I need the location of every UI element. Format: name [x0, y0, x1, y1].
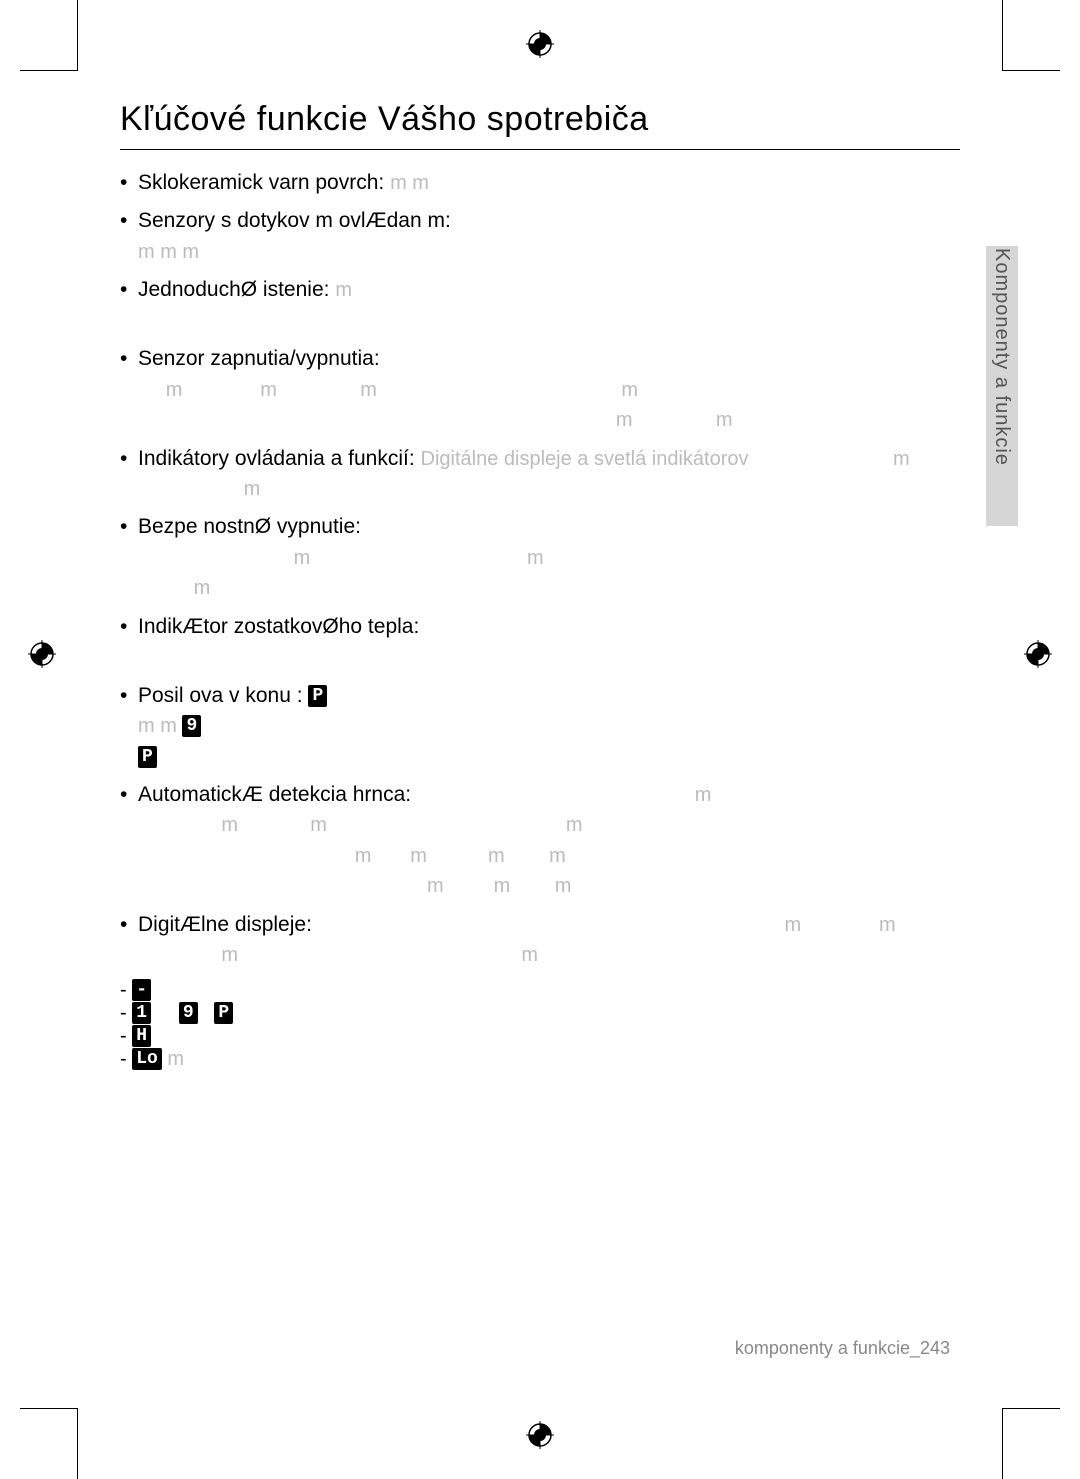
display-legend-list: - 1 9 P H Lo m [120, 979, 960, 1071]
feature-term: DigitÆlne displeje: [138, 913, 312, 936]
legend-item: H [120, 1025, 960, 1048]
power-boost-icon: P [214, 1002, 233, 1024]
level-9-icon: 9 [179, 1002, 198, 1024]
feature-desc: m m m m m m [138, 379, 733, 431]
level-1-icon: 1 [132, 1002, 151, 1024]
power-boost-icon: P [138, 746, 157, 768]
crop-mark [20, 70, 78, 71]
feature-item: IndikÆtor zostatkovØho tepla: [120, 612, 960, 673]
residual-heat-icon: H [132, 1025, 151, 1047]
feature-desc: m [335, 279, 352, 301]
crop-mark [1002, 0, 1003, 70]
legend-text: m [167, 1048, 184, 1070]
feature-item: Posil ova v konu : P m m 9 P [120, 681, 960, 772]
lock-icon: Lo [132, 1048, 162, 1070]
registration-mark-icon [526, 30, 554, 58]
feature-desc: m m [390, 172, 429, 194]
legend-item: 1 9 P [120, 1002, 960, 1025]
crop-mark [77, 1409, 78, 1479]
registration-mark-icon [1024, 640, 1052, 668]
feature-term: AutomatickÆ detekcia hrnca: [138, 783, 411, 806]
feature-term: Sklokeramick varn povrch: [138, 171, 384, 194]
feature-term: JednoduchØ istenie: [138, 278, 329, 301]
feature-item: JednoduchØ istenie: m [120, 275, 960, 336]
feature-item: Senzor zapnutia/vypnutia: m m m m [120, 344, 960, 435]
feature-term: Posil ova v konu : [138, 684, 303, 707]
feature-term: Senzor zapnutia/vypnutia: [138, 347, 380, 370]
legend-item: - [120, 979, 960, 1002]
feature-item: Senzory s dotykov m ovlÆdan m: m m m [120, 206, 960, 267]
feature-item: DigitÆlne displeje: m m m m [120, 910, 960, 971]
crop-mark [77, 0, 78, 70]
registration-mark-icon [28, 640, 56, 668]
page-title: Kľúčové funkcie Vášho spotrebiča [120, 100, 960, 139]
page-footer: komponenty a funkcie_243 [735, 1338, 950, 1359]
feature-item: Sklokeramick varn povrch: m m [120, 168, 960, 198]
feature-desc: m m m [138, 241, 199, 263]
dash-icon: - [132, 979, 151, 1001]
feature-desc: m m [138, 715, 182, 737]
crop-mark [20, 1408, 78, 1409]
feature-term: Bezpe nostnØ vypnutie: [138, 515, 361, 538]
crop-mark [1002, 70, 1060, 71]
feature-term: Senzory s dotykov m ovlÆdan m: [138, 209, 451, 232]
registration-mark-icon [526, 1421, 554, 1449]
crop-mark [1002, 1408, 1060, 1409]
feature-term: Indikátory ovládania a funkcií: [138, 447, 415, 470]
feature-item: Bezpe nostnØ vypnutie: m m m [120, 512, 960, 603]
level-9-icon: 9 [182, 715, 201, 737]
section-tab-label: Komponenty a funkcie [990, 248, 1013, 466]
feature-desc: m m m [138, 547, 544, 599]
power-boost-icon: P [308, 685, 327, 707]
feature-list: Sklokeramick varn povrch: m m Senzory s … [120, 168, 960, 971]
feature-term: IndikÆtor zostatkovØho tepla: [138, 615, 419, 638]
feature-item: Indikátory ovládania a funkcií: Digitáln… [120, 444, 960, 505]
title-rule [120, 149, 960, 150]
page-content: Kľúčové funkcie Vášho spotrebiča Skloker… [120, 100, 960, 1071]
crop-mark [1002, 1409, 1003, 1479]
feature-item: AutomatickÆ detekcia hrnca: m m m m [120, 780, 960, 902]
legend-item: Lo m [120, 1048, 960, 1071]
